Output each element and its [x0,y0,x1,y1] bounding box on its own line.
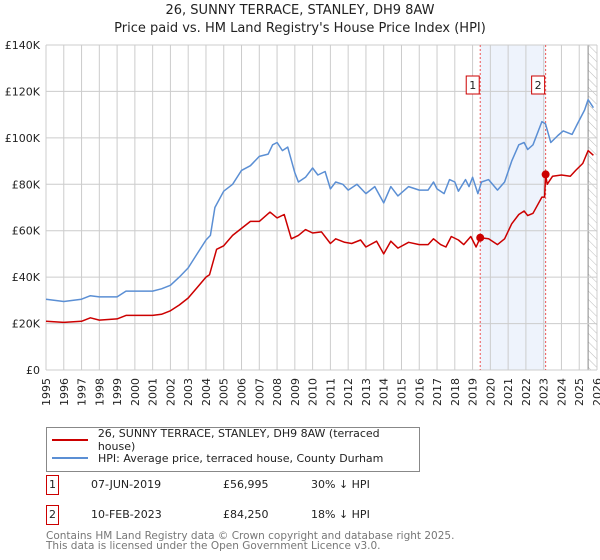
x-tick-label: 2021 [502,378,515,406]
forecast-hatch [588,45,597,370]
sale-point [541,170,550,179]
transaction-price: £56,995 [223,478,269,491]
x-tick-label: 2013 [360,378,373,406]
x-tick-label: 2024 [555,378,568,406]
y-tick-label: £80K [12,178,41,191]
x-tick-label: 2008 [271,378,284,406]
footer-copyright: Contains HM Land Registry data © Crown c… [46,530,455,542]
footer-licence: This data is licensed under the Open Gov… [46,540,381,552]
legend-item-hpi: HPI: Average price, terraced house, Coun… [47,449,383,467]
transaction-badge: 1 [46,475,59,495]
x-tick-label: 2005 [218,378,231,406]
x-tick-label: 2004 [200,378,213,406]
x-tick-label: 2022 [520,378,533,406]
y-tick-label: £0 [26,364,40,377]
x-tick-label: 2018 [449,378,462,406]
transaction-date: 07-JUN-2019 [91,478,162,491]
x-tick-label: 1995 [40,378,53,406]
legend: 26, SUNNY TERRACE, STANLEY, DH9 8AW (ter… [46,427,420,472]
sale-label: 1 [469,79,476,92]
chart-subtitle: Price paid vs. HM Land Registry's House … [114,21,486,36]
legend-item-property: 26, SUNNY TERRACE, STANLEY, DH9 8AW (ter… [47,427,419,453]
legend-label-hpi: HPI: Average price, terraced house, Coun… [98,451,384,465]
y-tick-label: £60K [12,225,41,238]
x-tick-label: 2014 [378,378,391,406]
x-tick-label: 2010 [307,378,320,406]
x-tick-label: 2009 [289,378,302,406]
x-tick-label: 2000 [129,378,142,406]
hpi-line [45,98,595,303]
y-tick-label: £40K [12,271,41,284]
x-tick-label: 2007 [253,378,266,406]
transaction-badge: 2 [46,505,59,525]
property-price-line [45,149,594,324]
sale-label-box [465,75,480,95]
y-tick-label: £20K [12,318,41,331]
transaction-hpi-diff: 18% ↓ HPI [311,508,370,521]
x-tick-label: 2002 [164,378,177,406]
x-tick-label: 2006 [236,378,249,406]
x-tick-label: 2015 [395,378,408,406]
y-tick-label: £120K [5,85,41,98]
legend-label-property: 26, SUNNY TERRACE, STANLEY, DH9 8AW (ter… [97,427,380,453]
x-tick-label: 2020 [484,378,497,406]
x-tick-label: 2016 [413,378,426,406]
x-tick-label: 2019 [467,378,480,406]
x-tick-label: 1998 [93,378,106,406]
x-tick-label: 2025 [573,378,586,406]
sale-label-box [531,75,546,95]
transaction-hpi-diff: 30% ↓ HPI [311,478,370,491]
legend-swatch-property [52,439,88,441]
x-tick-label: 1997 [76,378,89,406]
y-tick-label: £140K [5,39,41,52]
x-tick-label: 2017 [431,378,444,406]
x-tick-label: 2012 [342,378,355,406]
transaction-price: £84,250 [223,508,269,521]
sale-label: 2 [535,79,542,92]
x-tick-label: 2026 [591,378,600,406]
price-chart: 1995 1996 1997 1998 1999 2000 2001 2002 2003 2004… [5,39,600,406]
sale-point [476,233,485,242]
x-tick-label: 1999 [111,378,124,406]
x-tick-label: 2003 [182,378,195,406]
x-tick-label: 1996 [58,378,71,406]
x-tick-label: 2001 [147,378,160,406]
transaction-date: 10-FEB-2023 [91,508,162,521]
shaded-period [480,45,546,370]
x-tick-label: 2023 [538,378,551,406]
footer: Contains HM Land Registry data © Crown c… [46,530,455,552]
y-tick-label: £100K [5,132,41,145]
chart-title: 26, SUNNY TERRACE, STANLEY, DH9 8AW [165,3,435,18]
x-tick-label: 2011 [324,378,337,406]
legend-swatch-hpi [52,457,88,459]
